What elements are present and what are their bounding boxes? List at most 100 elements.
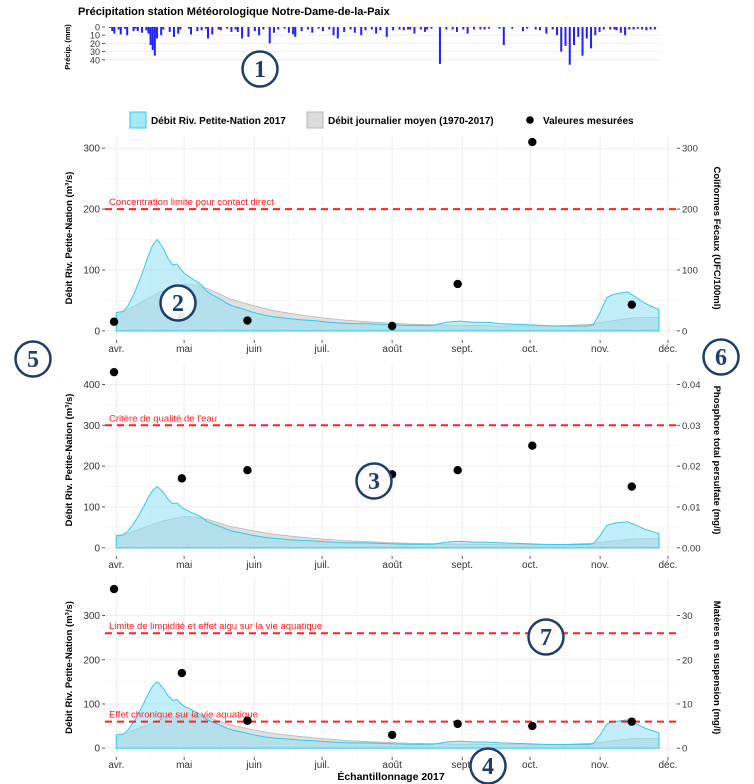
left-axis-title: Débit Riv. Petite-Nation (m³/s) [64,394,75,527]
x-tick-label: déc. [659,760,678,771]
precip-bar [594,27,597,36]
precip-bar [343,27,346,32]
right-tick-label: 0.03 [682,421,701,432]
precip-bar [653,27,656,30]
precip-bar [307,27,310,30]
precip-bar [172,27,175,37]
precip-tick-label: 10 [90,31,100,41]
precip-bar [360,27,363,36]
badge-number: 4 [482,754,494,780]
badge-circle [527,618,565,656]
badge-circle [159,284,197,322]
precip-bar [321,27,324,32]
precip-bar [153,27,156,56]
left-tick-label: 100 [83,699,100,710]
precip-bar [426,27,429,30]
left-tick-label: 300 [83,144,100,155]
x-tick-label: nov. [591,560,609,571]
badge-number: 1 [254,57,266,83]
precip-plot-bg [105,25,660,68]
precip-bar [151,27,154,50]
precip-bar [573,27,576,46]
measured-point [243,466,252,475]
measured-point [177,668,187,678]
x-tick-label: avr. [108,560,124,571]
x-tick-label: juil. [314,344,330,355]
precip-bar [292,27,295,35]
precip-bar [236,27,239,32]
right-tick-label: 30 [682,611,693,622]
x-tick-label: août [382,560,402,571]
precip-bar [147,27,150,34]
precip-bar [162,27,165,30]
right-tick-label: 0.01 [682,502,701,513]
precip-bar [392,27,395,31]
precip-bar [132,27,135,32]
precip-bar [200,27,203,31]
precip-bar [398,27,401,30]
right-tick-label: 100 [682,265,698,276]
right-tick-label: 20 [682,655,693,666]
left-tick-label: 400 [83,380,100,391]
measured-point [528,137,537,147]
left-tick-label: 100 [83,265,100,276]
badge-number: 5 [27,347,39,373]
precip-bar [234,27,237,30]
legend-label: Valeures mesurées [543,116,634,127]
measured-point [627,300,636,309]
precip-bar [413,27,416,34]
precip-bar [462,27,465,30]
precip-bar [564,27,567,46]
precip-bar [598,27,601,32]
precip-bar [424,27,427,32]
precip-bar [196,27,199,32]
left-tick-label: 300 [83,421,100,432]
badge-number: 2 [172,291,184,317]
measured-point [627,717,636,726]
measured-point [109,367,119,377]
precip-bar [632,27,635,30]
legend-label: Débit journalier moyen (1970-2017) [328,116,494,127]
x-tick-label: déc. [659,560,678,571]
precip-bar [187,27,190,29]
threshold-label: Critère de qualité de l'eau [109,413,217,424]
badge-number: 3 [368,469,380,495]
precip-bar [526,27,529,29]
precip-bar [624,27,627,36]
precip-bar [445,27,448,30]
precip-bar [247,27,250,37]
measured-point [453,279,462,289]
precip-bar [498,27,501,29]
right-tick-label: 0.00 [682,543,701,554]
precip-bar [336,27,339,39]
x-tick-label: août [382,760,402,771]
right-tick-label: 0 [682,326,687,337]
precip-bar [645,27,648,31]
precip-bar [375,27,378,34]
precip-bar [379,27,382,31]
precip-bar [419,27,422,30]
precip-bar [585,27,588,39]
flow-2017-area [115,681,660,749]
precip-bar [555,27,558,36]
precip-bar [262,27,265,30]
measured-point [177,474,187,483]
x-tick-label: nov. [591,760,609,771]
precip-bar [473,27,475,30]
badge-number: 6 [715,345,727,371]
precip-bar [545,27,548,34]
precip-bar [430,27,433,29]
annotation-badge: 7 [527,618,565,656]
badge-circle [14,340,52,378]
badge-circle [241,50,279,88]
left-axis-title: Débit Riv. Petite-Nation (m³/s) [64,601,75,734]
legend-item: Débit Riv. Petite-Nation 2017 [129,111,286,129]
precip-bar [483,27,486,30]
measured-point [528,721,537,731]
annotation-badge: 5 [14,340,52,378]
precip-bar [613,27,616,30]
precip-bar [149,27,152,46]
precip-bar [511,27,514,29]
precip-tick-label: 20 [90,39,100,49]
precip-bar [124,27,127,29]
